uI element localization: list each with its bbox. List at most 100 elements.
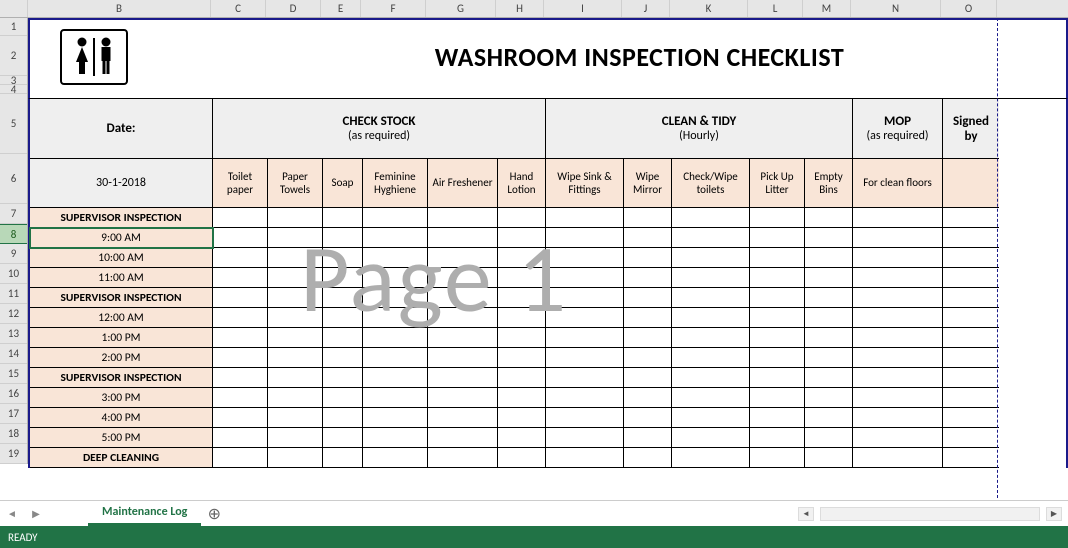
cell[interactable] bbox=[213, 348, 268, 368]
cell[interactable] bbox=[624, 248, 672, 268]
cell[interactable] bbox=[268, 428, 323, 448]
cell[interactable] bbox=[672, 268, 750, 288]
cell[interactable] bbox=[805, 408, 853, 428]
row-header-15[interactable]: 15 bbox=[0, 364, 27, 384]
cell[interactable] bbox=[624, 288, 672, 308]
cell[interactable] bbox=[268, 408, 323, 428]
row-header-4[interactable]: 4 bbox=[0, 85, 27, 94]
cell[interactable] bbox=[943, 248, 999, 268]
cell[interactable] bbox=[268, 308, 323, 328]
cell[interactable] bbox=[672, 208, 750, 228]
cell[interactable] bbox=[750, 368, 805, 388]
cell[interactable] bbox=[498, 208, 546, 228]
cell[interactable] bbox=[213, 268, 268, 288]
cell[interactable] bbox=[546, 348, 624, 368]
cell[interactable] bbox=[268, 288, 323, 308]
cell[interactable] bbox=[323, 408, 363, 428]
cell[interactable] bbox=[624, 408, 672, 428]
cell[interactable] bbox=[750, 208, 805, 228]
grid[interactable]: WASHROOM INSPECTION CHECKLIST Date: CHEC… bbox=[28, 18, 1068, 468]
cell[interactable] bbox=[805, 248, 853, 268]
cell[interactable] bbox=[428, 328, 498, 348]
cell[interactable] bbox=[323, 208, 363, 228]
cell[interactable] bbox=[750, 328, 805, 348]
cell[interactable] bbox=[323, 448, 363, 468]
cell[interactable] bbox=[672, 408, 750, 428]
cell[interactable] bbox=[750, 288, 805, 308]
row-header-16[interactable]: 16 bbox=[0, 384, 27, 404]
cell[interactable] bbox=[498, 408, 546, 428]
row-header-2[interactable]: 2 bbox=[0, 36, 27, 76]
cell[interactable] bbox=[323, 328, 363, 348]
cell[interactable] bbox=[624, 208, 672, 228]
cell[interactable] bbox=[853, 388, 943, 408]
cell[interactable] bbox=[750, 408, 805, 428]
cell[interactable] bbox=[943, 328, 999, 348]
cell[interactable] bbox=[546, 268, 624, 288]
cell[interactable] bbox=[624, 328, 672, 348]
cell[interactable] bbox=[750, 448, 805, 468]
cell[interactable] bbox=[672, 328, 750, 348]
cell[interactable] bbox=[853, 288, 943, 308]
cell[interactable] bbox=[672, 368, 750, 388]
cell[interactable] bbox=[805, 348, 853, 368]
row-headers[interactable]: 12345678910111213141516171819 bbox=[0, 18, 28, 464]
cell[interactable] bbox=[672, 248, 750, 268]
cell[interactable] bbox=[498, 228, 546, 248]
cell[interactable] bbox=[323, 288, 363, 308]
cell[interactable] bbox=[363, 428, 428, 448]
cell[interactable] bbox=[672, 308, 750, 328]
col-header-L[interactable]: L bbox=[748, 0, 803, 17]
cell[interactable] bbox=[805, 288, 853, 308]
cell[interactable] bbox=[363, 248, 428, 268]
hscroll-right[interactable]: ▶ bbox=[1046, 507, 1062, 521]
cell[interactable] bbox=[268, 328, 323, 348]
cell[interactable] bbox=[428, 208, 498, 228]
cell[interactable] bbox=[853, 448, 943, 468]
cell[interactable] bbox=[498, 288, 546, 308]
row-header-1[interactable]: 1 bbox=[0, 18, 27, 36]
cell[interactable] bbox=[750, 428, 805, 448]
cell[interactable] bbox=[428, 368, 498, 388]
cell[interactable] bbox=[750, 228, 805, 248]
cell[interactable] bbox=[268, 348, 323, 368]
cell[interactable] bbox=[624, 348, 672, 368]
cell[interactable] bbox=[943, 448, 999, 468]
sheet-tab-active[interactable]: Maintenance Log bbox=[88, 502, 201, 526]
cell[interactable] bbox=[624, 368, 672, 388]
add-sheet-button[interactable]: ⊕ bbox=[201, 502, 227, 526]
col-header-O[interactable]: O bbox=[941, 0, 997, 17]
cell[interactable] bbox=[805, 448, 853, 468]
cell[interactable] bbox=[213, 428, 268, 448]
cell[interactable] bbox=[672, 288, 750, 308]
cell[interactable] bbox=[624, 308, 672, 328]
cell[interactable] bbox=[213, 388, 268, 408]
cell[interactable] bbox=[213, 448, 268, 468]
cell[interactable] bbox=[268, 388, 323, 408]
cell[interactable] bbox=[323, 368, 363, 388]
cell[interactable] bbox=[750, 268, 805, 288]
cell[interactable] bbox=[672, 388, 750, 408]
col-header-C[interactable]: C bbox=[211, 0, 266, 17]
cell[interactable] bbox=[853, 228, 943, 248]
cell[interactable] bbox=[323, 228, 363, 248]
cell[interactable] bbox=[805, 428, 853, 448]
cell[interactable] bbox=[323, 308, 363, 328]
cell[interactable] bbox=[546, 368, 624, 388]
col-header-I[interactable]: I bbox=[544, 0, 622, 17]
row-header-6[interactable]: 6 bbox=[0, 154, 27, 204]
cell[interactable] bbox=[428, 288, 498, 308]
row-header-19[interactable]: 19 bbox=[0, 444, 27, 464]
cell[interactable] bbox=[268, 268, 323, 288]
cell[interactable] bbox=[853, 348, 943, 368]
cell[interactable] bbox=[943, 408, 999, 428]
cell[interactable] bbox=[853, 308, 943, 328]
cell[interactable] bbox=[323, 348, 363, 368]
cell[interactable] bbox=[428, 408, 498, 428]
cell[interactable] bbox=[943, 368, 999, 388]
cell[interactable] bbox=[268, 208, 323, 228]
cell[interactable] bbox=[943, 208, 999, 228]
row-header-14[interactable]: 14 bbox=[0, 344, 27, 364]
cell[interactable] bbox=[853, 268, 943, 288]
cell[interactable] bbox=[624, 268, 672, 288]
